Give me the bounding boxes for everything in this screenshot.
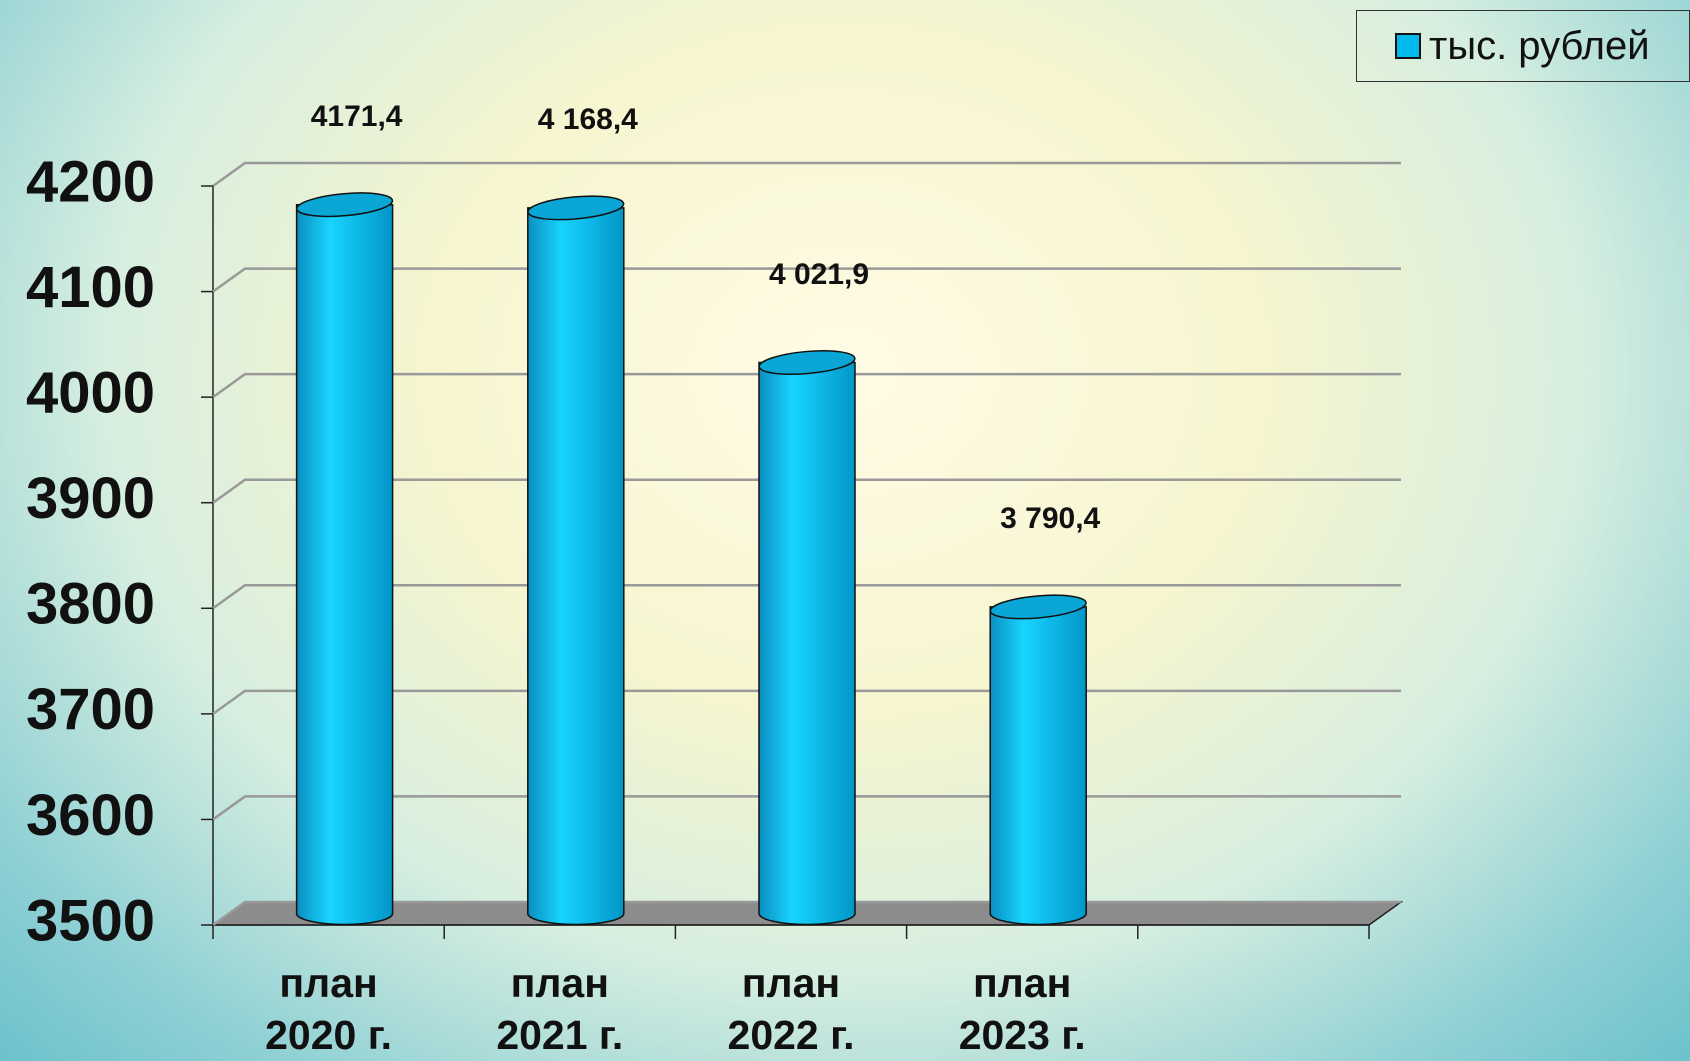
bar-top [758, 350, 856, 376]
bar-body [295, 203, 394, 926]
bar-top [989, 594, 1087, 620]
bar [527, 195, 625, 926]
bar-body [758, 361, 856, 926]
bar [758, 350, 856, 926]
y-tick-label: 4100 [26, 255, 155, 320]
value-label: 4 168,4 [537, 102, 638, 136]
x-tick-label: план 2023 г. [958, 960, 1086, 1058]
x-tick-label: план 2022 г. [727, 960, 855, 1058]
bar-body [527, 207, 625, 926]
y-tick-label: 3500 [26, 888, 155, 953]
y-tick-label: 3600 [26, 783, 155, 848]
y-tick-label: 4000 [26, 360, 155, 425]
value-label: 4171,4 [310, 99, 403, 133]
legend-label: тыс. рублей [1429, 23, 1650, 68]
y-tick-label: 3700 [26, 677, 155, 742]
grid-line [212, 478, 1401, 504]
bar-top [296, 192, 394, 218]
y-tick-label: 4200 [26, 149, 155, 214]
y-tick-label: 3900 [26, 466, 155, 531]
grid-line [212, 267, 1401, 293]
legend: тыс. рублей [1356, 10, 1690, 82]
value-label: 3 790,4 [1000, 501, 1101, 535]
bar-top [527, 195, 625, 221]
bar [295, 192, 394, 926]
bar-body [989, 606, 1087, 926]
x-tick-label: план 2020 г. [265, 960, 393, 1058]
grid-line [212, 372, 1401, 399]
value-label: 4 021,9 [768, 257, 870, 291]
grid-line [212, 584, 1401, 610]
bar [989, 594, 1087, 926]
legend-swatch [1395, 33, 1421, 59]
grid-line [212, 161, 1401, 188]
y-tick-label: 3800 [26, 572, 155, 637]
x-tick-label: план 2021 г. [496, 960, 624, 1058]
